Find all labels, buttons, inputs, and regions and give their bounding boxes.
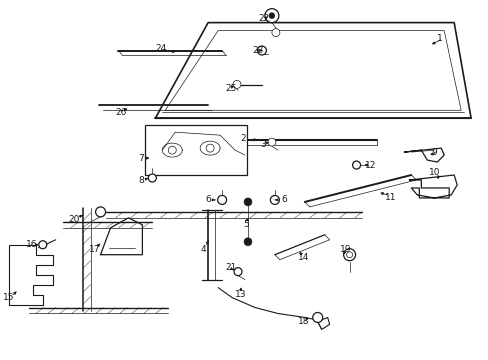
Circle shape <box>244 238 251 246</box>
Circle shape <box>244 198 251 206</box>
Circle shape <box>343 249 355 261</box>
Circle shape <box>271 28 279 37</box>
Text: 6: 6 <box>281 195 287 204</box>
Text: 18: 18 <box>297 317 309 326</box>
Circle shape <box>206 144 214 152</box>
Text: 24: 24 <box>155 44 166 53</box>
Circle shape <box>264 9 278 23</box>
Text: 25: 25 <box>224 84 236 93</box>
Text: 12: 12 <box>364 161 375 170</box>
Text: 22: 22 <box>258 14 269 23</box>
Circle shape <box>39 241 47 249</box>
Text: 16: 16 <box>26 240 37 249</box>
Text: 4: 4 <box>200 245 205 254</box>
FancyBboxPatch shape <box>145 125 246 175</box>
Text: 6: 6 <box>205 195 210 204</box>
Circle shape <box>257 46 266 55</box>
Text: 10: 10 <box>428 167 440 176</box>
Circle shape <box>312 312 322 323</box>
Text: 26: 26 <box>115 108 126 117</box>
Text: 9: 9 <box>430 148 436 157</box>
Text: 20: 20 <box>68 215 80 224</box>
Text: 2: 2 <box>240 134 245 143</box>
Text: 17: 17 <box>88 245 100 254</box>
Circle shape <box>95 207 105 217</box>
Text: 19: 19 <box>339 245 350 254</box>
Circle shape <box>168 146 176 154</box>
Text: 3: 3 <box>260 140 265 149</box>
Circle shape <box>267 138 275 146</box>
Text: 11: 11 <box>384 193 395 202</box>
Circle shape <box>234 268 242 276</box>
Text: 7: 7 <box>138 154 144 163</box>
Text: 8: 8 <box>138 176 144 185</box>
Circle shape <box>233 80 241 88</box>
Text: 13: 13 <box>235 290 246 299</box>
Text: 5: 5 <box>243 220 248 229</box>
Text: 1: 1 <box>436 34 442 43</box>
Circle shape <box>268 13 274 19</box>
Text: 15: 15 <box>3 293 15 302</box>
Text: 14: 14 <box>297 253 308 262</box>
Circle shape <box>270 195 279 204</box>
Circle shape <box>217 195 226 204</box>
Circle shape <box>346 252 352 258</box>
Circle shape <box>148 174 156 182</box>
Text: 21: 21 <box>224 263 236 272</box>
Text: 23: 23 <box>251 46 263 55</box>
Circle shape <box>352 161 360 169</box>
